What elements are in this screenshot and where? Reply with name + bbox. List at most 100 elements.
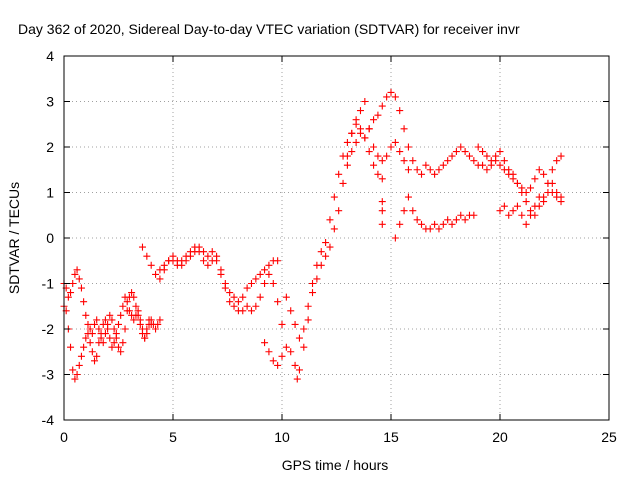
data-point: [413, 216, 421, 224]
data-point: [291, 320, 299, 328]
data-point: [226, 298, 234, 306]
data-point: [422, 161, 430, 169]
data-point: [71, 375, 79, 383]
chart-title: Day 362 of 2020, Sidereal Day-to-day VTE…: [18, 21, 520, 37]
data-point: [265, 270, 273, 278]
data-point: [496, 207, 504, 215]
data-point: [261, 280, 269, 287]
data-point: [200, 248, 208, 256]
data-point: [361, 98, 369, 105]
data-point: [265, 261, 273, 269]
data-point: [91, 320, 99, 328]
data-point: [91, 357, 99, 365]
data-point: [309, 289, 317, 297]
data-point: [531, 175, 539, 183]
data-point: [147, 261, 155, 269]
data-point: [374, 170, 382, 178]
data-point: [413, 166, 421, 174]
data-point: [335, 207, 343, 215]
data-point: [145, 316, 153, 324]
y-tick-label: -1: [42, 276, 55, 292]
data-point: [513, 202, 521, 210]
data-point: [138, 330, 146, 338]
data-point: [112, 334, 120, 342]
data-point: [457, 211, 465, 219]
data-point: [435, 225, 443, 233]
y-tick-label: -4: [42, 412, 55, 428]
data-point: [339, 179, 347, 187]
series-isolated-points: [378, 198, 386, 228]
data-point: [409, 207, 417, 215]
data-point: [317, 248, 325, 256]
data-point: [418, 170, 426, 178]
data-point: [313, 275, 321, 283]
data-point: [156, 266, 164, 274]
data-point: [134, 311, 142, 319]
data-point: [121, 325, 129, 333]
data-point: [293, 375, 301, 383]
data-point: [108, 316, 116, 324]
data-point: [67, 289, 75, 297]
series-trace-j: [496, 179, 565, 228]
data-point: [370, 116, 378, 124]
data-point: [95, 325, 103, 333]
data-point: [80, 298, 88, 306]
data-point: [152, 270, 160, 278]
data-point: [154, 320, 162, 328]
data-point: [156, 275, 164, 283]
data-point: [88, 330, 96, 338]
data-point: [82, 334, 90, 342]
data-point: [247, 307, 255, 315]
data-point: [396, 148, 404, 156]
data-point: [191, 248, 199, 256]
data-point: [391, 138, 399, 146]
data-point: [282, 293, 290, 301]
data-point: [195, 243, 203, 251]
data-point: [106, 334, 114, 342]
data-point: [274, 257, 282, 265]
data-point: [86, 339, 94, 347]
data-point: [143, 325, 151, 333]
data-point: [400, 207, 408, 215]
data-point: [97, 334, 105, 342]
y-tick-label: -2: [42, 321, 55, 337]
data-point: [479, 148, 487, 156]
data-point: [182, 257, 190, 265]
data-point: [465, 152, 473, 160]
data-point: [119, 302, 127, 310]
data-point: [461, 148, 469, 156]
data-point: [200, 257, 208, 265]
data-point: [75, 361, 83, 369]
data-point: [522, 220, 530, 228]
data-point: [387, 88, 395, 96]
data-point: [300, 325, 308, 333]
data-point: [243, 302, 251, 310]
data-point: [557, 193, 565, 201]
data-point: [123, 298, 131, 306]
data-point: [178, 261, 186, 269]
data-point: [261, 266, 269, 274]
data-point: [239, 293, 247, 301]
data-point: [470, 157, 478, 165]
series-trace-f: [282, 98, 412, 342]
data-point: [522, 198, 530, 206]
data-point: [73, 266, 81, 274]
data-point: [326, 243, 334, 251]
series-trace-h: [391, 193, 478, 242]
data-point: [435, 166, 443, 174]
data-point: [404, 143, 412, 151]
data-point: [128, 289, 136, 297]
data-point: [500, 202, 508, 210]
data-point: [69, 280, 77, 287]
data-point: [361, 134, 369, 142]
data-point: [426, 166, 434, 174]
data-point: [230, 293, 238, 301]
data-point: [322, 252, 330, 260]
data-point: [383, 152, 391, 160]
data-point: [304, 316, 312, 324]
data-point: [370, 143, 378, 151]
data-point: [217, 270, 225, 278]
data-point: [548, 179, 556, 187]
data-point: [247, 280, 255, 287]
data-point: [448, 220, 456, 228]
